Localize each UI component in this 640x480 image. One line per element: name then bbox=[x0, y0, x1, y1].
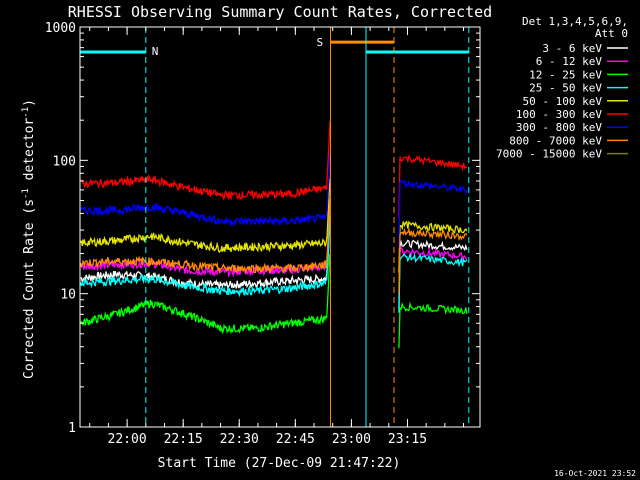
legend-entry-label-0: 3 - 6 keV bbox=[542, 42, 602, 55]
y-axis-label-sup1: -1 bbox=[21, 188, 31, 199]
legend-entry-label-4: 50 - 100 keV bbox=[523, 95, 603, 108]
series-line-50-100-kev-pre bbox=[80, 178, 331, 253]
series-line-3-6-kev-pre bbox=[80, 212, 331, 290]
series-line-300-800-kev-pre bbox=[80, 153, 331, 228]
x-axis-label: Start Time (27-Dec-09 21:47:22) bbox=[158, 456, 401, 471]
series-line-300-800-kev-post bbox=[398, 178, 468, 248]
series-line-800-7000-kev-post bbox=[398, 227, 468, 295]
x-tick-label-1: 22:15 bbox=[164, 432, 203, 447]
series-line-25-50-kev-post bbox=[398, 252, 468, 313]
x-tick-label-5: 23:15 bbox=[388, 432, 427, 447]
y-axis-label-main: Corrected Count Rate (s bbox=[22, 199, 37, 379]
generation-timestamp: 16-Oct-2021 23:52 bbox=[554, 469, 636, 478]
series-line-800-7000-kev-pre bbox=[80, 199, 331, 275]
legend-entry-label-2: 12 - 25 keV bbox=[529, 68, 602, 81]
series-line-100-300-kev-pre bbox=[80, 121, 331, 201]
legend-header-line-1: Att 0 bbox=[595, 27, 628, 40]
saa-flag-label: S bbox=[316, 36, 323, 49]
y-tick-label-0: 1 bbox=[68, 421, 76, 436]
series-line-50-100-kev-post bbox=[398, 220, 468, 273]
chart-title: RHESSI Observing Summary Count Rates, Co… bbox=[68, 3, 492, 21]
x-tick-label-3: 22:45 bbox=[276, 432, 315, 447]
legend-entry-label-6: 300 - 800 keV bbox=[516, 121, 602, 134]
series-line-12-25-kev-post bbox=[398, 301, 468, 349]
y-tick-label-3: 1000 bbox=[45, 21, 76, 36]
y-axis-label-end: ) bbox=[22, 99, 37, 107]
legend-entry-label-8: 7000 - 15000 keV bbox=[496, 148, 602, 161]
y-axis-label: Corrected Count Rate (s-1 detector-1) bbox=[21, 99, 37, 379]
y-axis-label-mid: detector bbox=[22, 118, 37, 189]
series-line-25-50-kev-pre bbox=[80, 214, 331, 298]
svg-text:Corrected Count Rate (s-1 dete: Corrected Count Rate (s-1 detector-1) bbox=[21, 99, 37, 379]
series-line-12-25-kev-pre bbox=[80, 253, 331, 335]
x-tick-label-4: 23:00 bbox=[332, 432, 371, 447]
night-flag-label: N bbox=[152, 45, 159, 58]
x-tick-label-0: 22:00 bbox=[108, 432, 147, 447]
legend-header-line-0: Det 1,3,4,5,6,9, bbox=[522, 15, 628, 28]
legend-entry-label-5: 100 - 300 keV bbox=[516, 108, 602, 121]
series-line-100-300-kev-post bbox=[398, 153, 468, 218]
series-line-3-6-kev-post bbox=[398, 239, 468, 309]
y-axis-label-sup2: -1 bbox=[21, 107, 31, 118]
series-line-6-12-kev-post bbox=[398, 246, 468, 297]
plot-frame bbox=[79, 26, 481, 428]
legend-entry-label-7: 800 - 7000 keV bbox=[509, 134, 602, 147]
y-tick-label-1: 10 bbox=[60, 288, 76, 303]
legend-entry-label-1: 6 - 12 keV bbox=[536, 55, 603, 68]
legend-entry-label-3: 25 - 50 keV bbox=[529, 82, 602, 95]
y-tick-label-2: 100 bbox=[53, 154, 76, 169]
x-tick-label-2: 22:30 bbox=[220, 432, 259, 447]
